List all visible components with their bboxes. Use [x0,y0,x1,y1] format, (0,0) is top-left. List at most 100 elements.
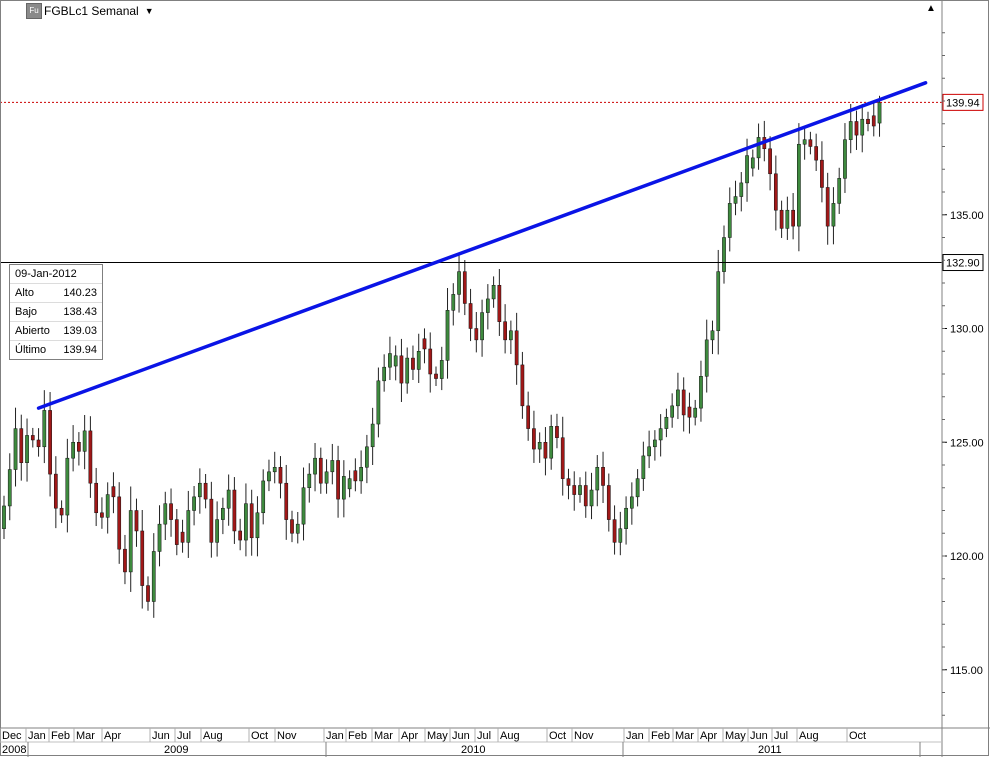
candle-down [77,442,81,452]
x-month-label: Jul [477,730,491,742]
candle-up [307,473,312,489]
candle-up [376,380,381,425]
candle-down [111,486,116,498]
candle-down [169,503,173,520]
candle-up [365,446,369,468]
candle-up [658,428,663,441]
x-year-label: 2011 [758,744,782,756]
candle-up [745,155,749,184]
candle-up [324,471,329,484]
candle-up [785,209,790,229]
triangle-down-icon[interactable]: ▼ [144,6,154,16]
candle-up [578,485,582,495]
y-tick-label: 120.00 [950,551,984,563]
candle-down [871,115,876,127]
candle-up [716,271,721,332]
candle-up [82,430,87,452]
y-tick-label: 135.00 [950,210,984,222]
candle-up [797,143,801,227]
candle-down [209,498,214,543]
x-month-label: May [427,730,448,742]
candle-up [843,139,847,179]
candle-down [411,357,415,370]
candle-down [779,209,784,229]
candle-up [359,467,363,482]
candle-down [854,121,859,136]
x-month-label: Apr [700,730,717,742]
x-month-label: Aug [799,730,819,742]
candle-up [347,478,352,490]
x-month-label: Feb [348,730,367,742]
trendline-layer[interactable] [36,81,928,410]
candle-down [583,485,588,507]
candle-up [733,196,738,204]
candle-down [825,187,830,227]
candle-down [560,437,565,479]
candle-up [221,507,225,520]
candle-down [100,512,104,518]
candle-down [532,428,536,450]
candle-up [151,551,156,602]
candle-up [451,294,456,311]
candle-down [773,173,778,211]
candle-down [422,338,427,350]
crosshair-price-tag [942,254,984,272]
candle-up [653,439,657,448]
candle-down [399,355,404,384]
x-year-label: 2008 [2,744,26,756]
candle-down [249,503,254,539]
chart-title: FGBLc1 Semanal [44,4,139,18]
candle-up [439,360,444,379]
candle-down [284,482,289,520]
candle-up [485,298,490,313]
candle-up [226,489,231,509]
x-month-label: Oct [849,730,866,742]
info-row-high: Alto 140.23 [10,283,102,302]
candle-up [549,426,554,459]
candle-down [681,389,686,416]
candle-up [157,523,162,552]
candle-down [318,457,323,484]
x-month-label: Jan [326,730,344,742]
x-year-label: 2009 [164,744,188,756]
candle-down [820,159,824,188]
candle-up [313,457,317,475]
candle-down [514,330,519,366]
candle-down [140,530,145,586]
x-month-label: Apr [401,730,418,742]
candle-up [192,496,196,511]
candle-down [180,531,185,543]
candle-up [699,376,703,409]
alert-bell-icon[interactable]: ▲ [926,3,936,14]
info-row-last: Último 139.94 [10,340,102,359]
chart-title-bar[interactable]: Fu FGBLc1 Semanal ▼ [26,3,154,19]
candle-down [462,271,467,304]
candle-down [59,507,64,516]
candle-up [445,310,450,361]
x-month-label: Oct [549,730,566,742]
candle-up [537,442,542,450]
candle-up [272,467,277,473]
candle-up [128,510,133,573]
x-month-label: May [725,730,746,742]
candle-up [802,139,807,145]
candle-down [526,405,531,429]
candle-down [48,410,52,475]
candle-up [7,469,12,507]
candle-up [244,503,248,541]
candle-up [837,178,842,204]
info-row-low: Bajo 138.43 [10,302,102,321]
candle-up [756,137,761,159]
candle-up [629,496,634,509]
candle-down [503,321,507,341]
candle-down [791,209,795,227]
x-month-label: Dec [2,730,22,742]
candle-up [255,512,260,539]
candle-down [566,478,571,486]
resistance-trendline[interactable] [36,81,928,410]
candle-up [641,455,646,479]
candle-down [123,548,127,573]
